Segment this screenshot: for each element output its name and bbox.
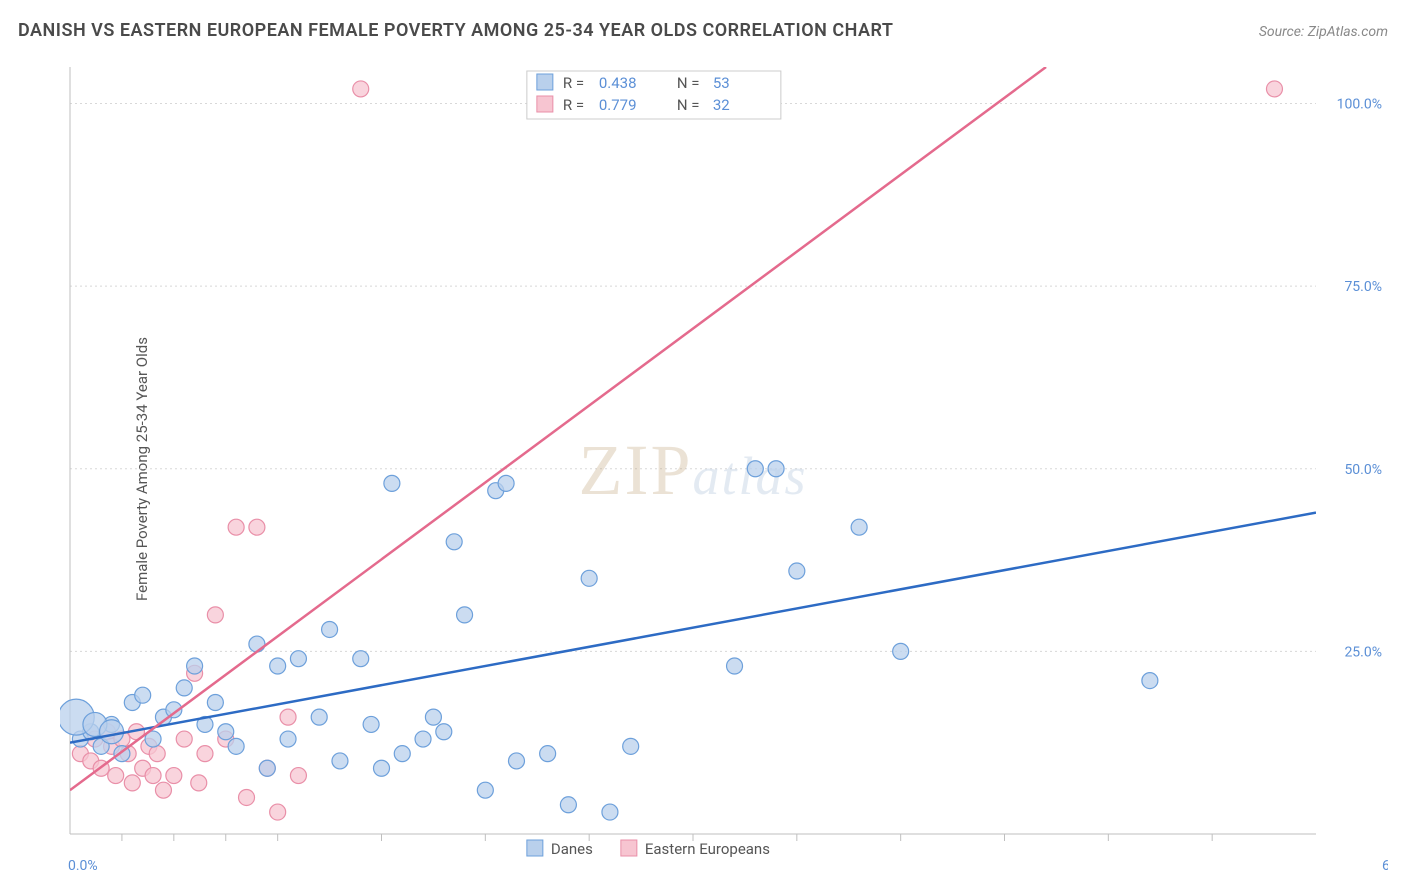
- data-point: [187, 658, 203, 674]
- legend-r-label: R =: [563, 74, 584, 92]
- legend-swatch: [537, 96, 553, 112]
- data-point: [384, 475, 400, 491]
- data-point: [602, 804, 618, 820]
- legend-n-value: 32: [713, 96, 730, 114]
- data-point: [100, 720, 124, 744]
- x-tick-start: 0.0%: [68, 858, 98, 874]
- data-point: [727, 658, 743, 674]
- data-point: [1266, 81, 1282, 97]
- data-point: [581, 570, 597, 586]
- source-name: ZipAtlas.com: [1308, 24, 1388, 40]
- data-point: [436, 724, 452, 740]
- legend-bottom-label: Danes: [551, 840, 593, 858]
- scatter-plot: 25.0%50.0%75.0%100.0%ZIPatlas0.0%60.0%R …: [60, 55, 1388, 882]
- legend-n-value: 53: [713, 74, 730, 92]
- data-point: [893, 643, 909, 659]
- data-point: [239, 789, 255, 805]
- data-point: [228, 519, 244, 535]
- legend-r-value: 0.779: [599, 96, 637, 114]
- regression-line: [70, 67, 1046, 790]
- legend-swatch: [537, 74, 553, 90]
- data-point: [108, 768, 124, 784]
- data-point: [280, 709, 296, 725]
- data-point: [249, 636, 265, 652]
- data-point: [149, 746, 165, 762]
- legend-bottom-label: Eastern Europeans: [645, 840, 770, 858]
- y-tick-label: 100.0%: [1337, 97, 1382, 113]
- data-point: [176, 680, 192, 696]
- data-point: [145, 768, 161, 784]
- data-point: [322, 621, 338, 637]
- data-point: [270, 658, 286, 674]
- x-tick-end: 60.0%: [1382, 858, 1388, 874]
- data-point: [353, 81, 369, 97]
- data-point: [290, 651, 306, 667]
- data-point: [124, 775, 140, 791]
- data-point: [374, 760, 390, 776]
- data-point: [228, 738, 244, 754]
- data-point: [176, 731, 192, 747]
- source-attribution: Source: ZipAtlas.com: [1259, 24, 1388, 40]
- data-point: [290, 768, 306, 784]
- data-point: [623, 738, 639, 754]
- legend-n-label: N =: [677, 74, 700, 92]
- chart-container: Female Poverty Among 25-34 Year Olds 25.…: [18, 55, 1388, 882]
- data-point: [446, 534, 462, 550]
- data-point: [789, 563, 805, 579]
- data-point: [332, 753, 348, 769]
- data-point: [353, 651, 369, 667]
- chart-title: DANISH VS EASTERN EUROPEAN FEMALE POVERT…: [18, 20, 893, 41]
- y-tick-label: 75.0%: [1344, 279, 1382, 295]
- data-point: [191, 775, 207, 791]
- regression-line: [70, 513, 1316, 743]
- data-point: [280, 731, 296, 747]
- data-point: [207, 695, 223, 711]
- data-point: [1142, 673, 1158, 689]
- data-point: [508, 753, 524, 769]
- data-point: [218, 724, 234, 740]
- data-point: [166, 768, 182, 784]
- data-point: [851, 519, 867, 535]
- legend-bottom-swatch: [621, 840, 637, 856]
- data-point: [747, 461, 763, 477]
- legend-r-value: 0.438: [599, 74, 637, 92]
- data-point: [457, 607, 473, 623]
- data-point: [415, 731, 431, 747]
- source-prefix: Source:: [1259, 24, 1308, 40]
- data-point: [259, 760, 275, 776]
- data-point: [560, 797, 576, 813]
- data-point: [155, 782, 171, 798]
- data-point: [768, 461, 784, 477]
- data-point: [498, 475, 514, 491]
- data-point: [540, 746, 556, 762]
- legend-bottom-swatch: [527, 840, 543, 856]
- data-point: [207, 607, 223, 623]
- data-point: [311, 709, 327, 725]
- data-point: [249, 519, 265, 535]
- data-point: [135, 687, 151, 703]
- legend-r-label: R =: [563, 96, 584, 114]
- legend-n-label: N =: [677, 96, 700, 114]
- data-point: [270, 804, 286, 820]
- data-point: [197, 746, 213, 762]
- y-tick-label: 50.0%: [1344, 462, 1382, 478]
- data-point: [425, 709, 441, 725]
- y-tick-label: 25.0%: [1344, 644, 1382, 660]
- data-point: [363, 716, 379, 732]
- data-point: [477, 782, 493, 798]
- data-point: [394, 746, 410, 762]
